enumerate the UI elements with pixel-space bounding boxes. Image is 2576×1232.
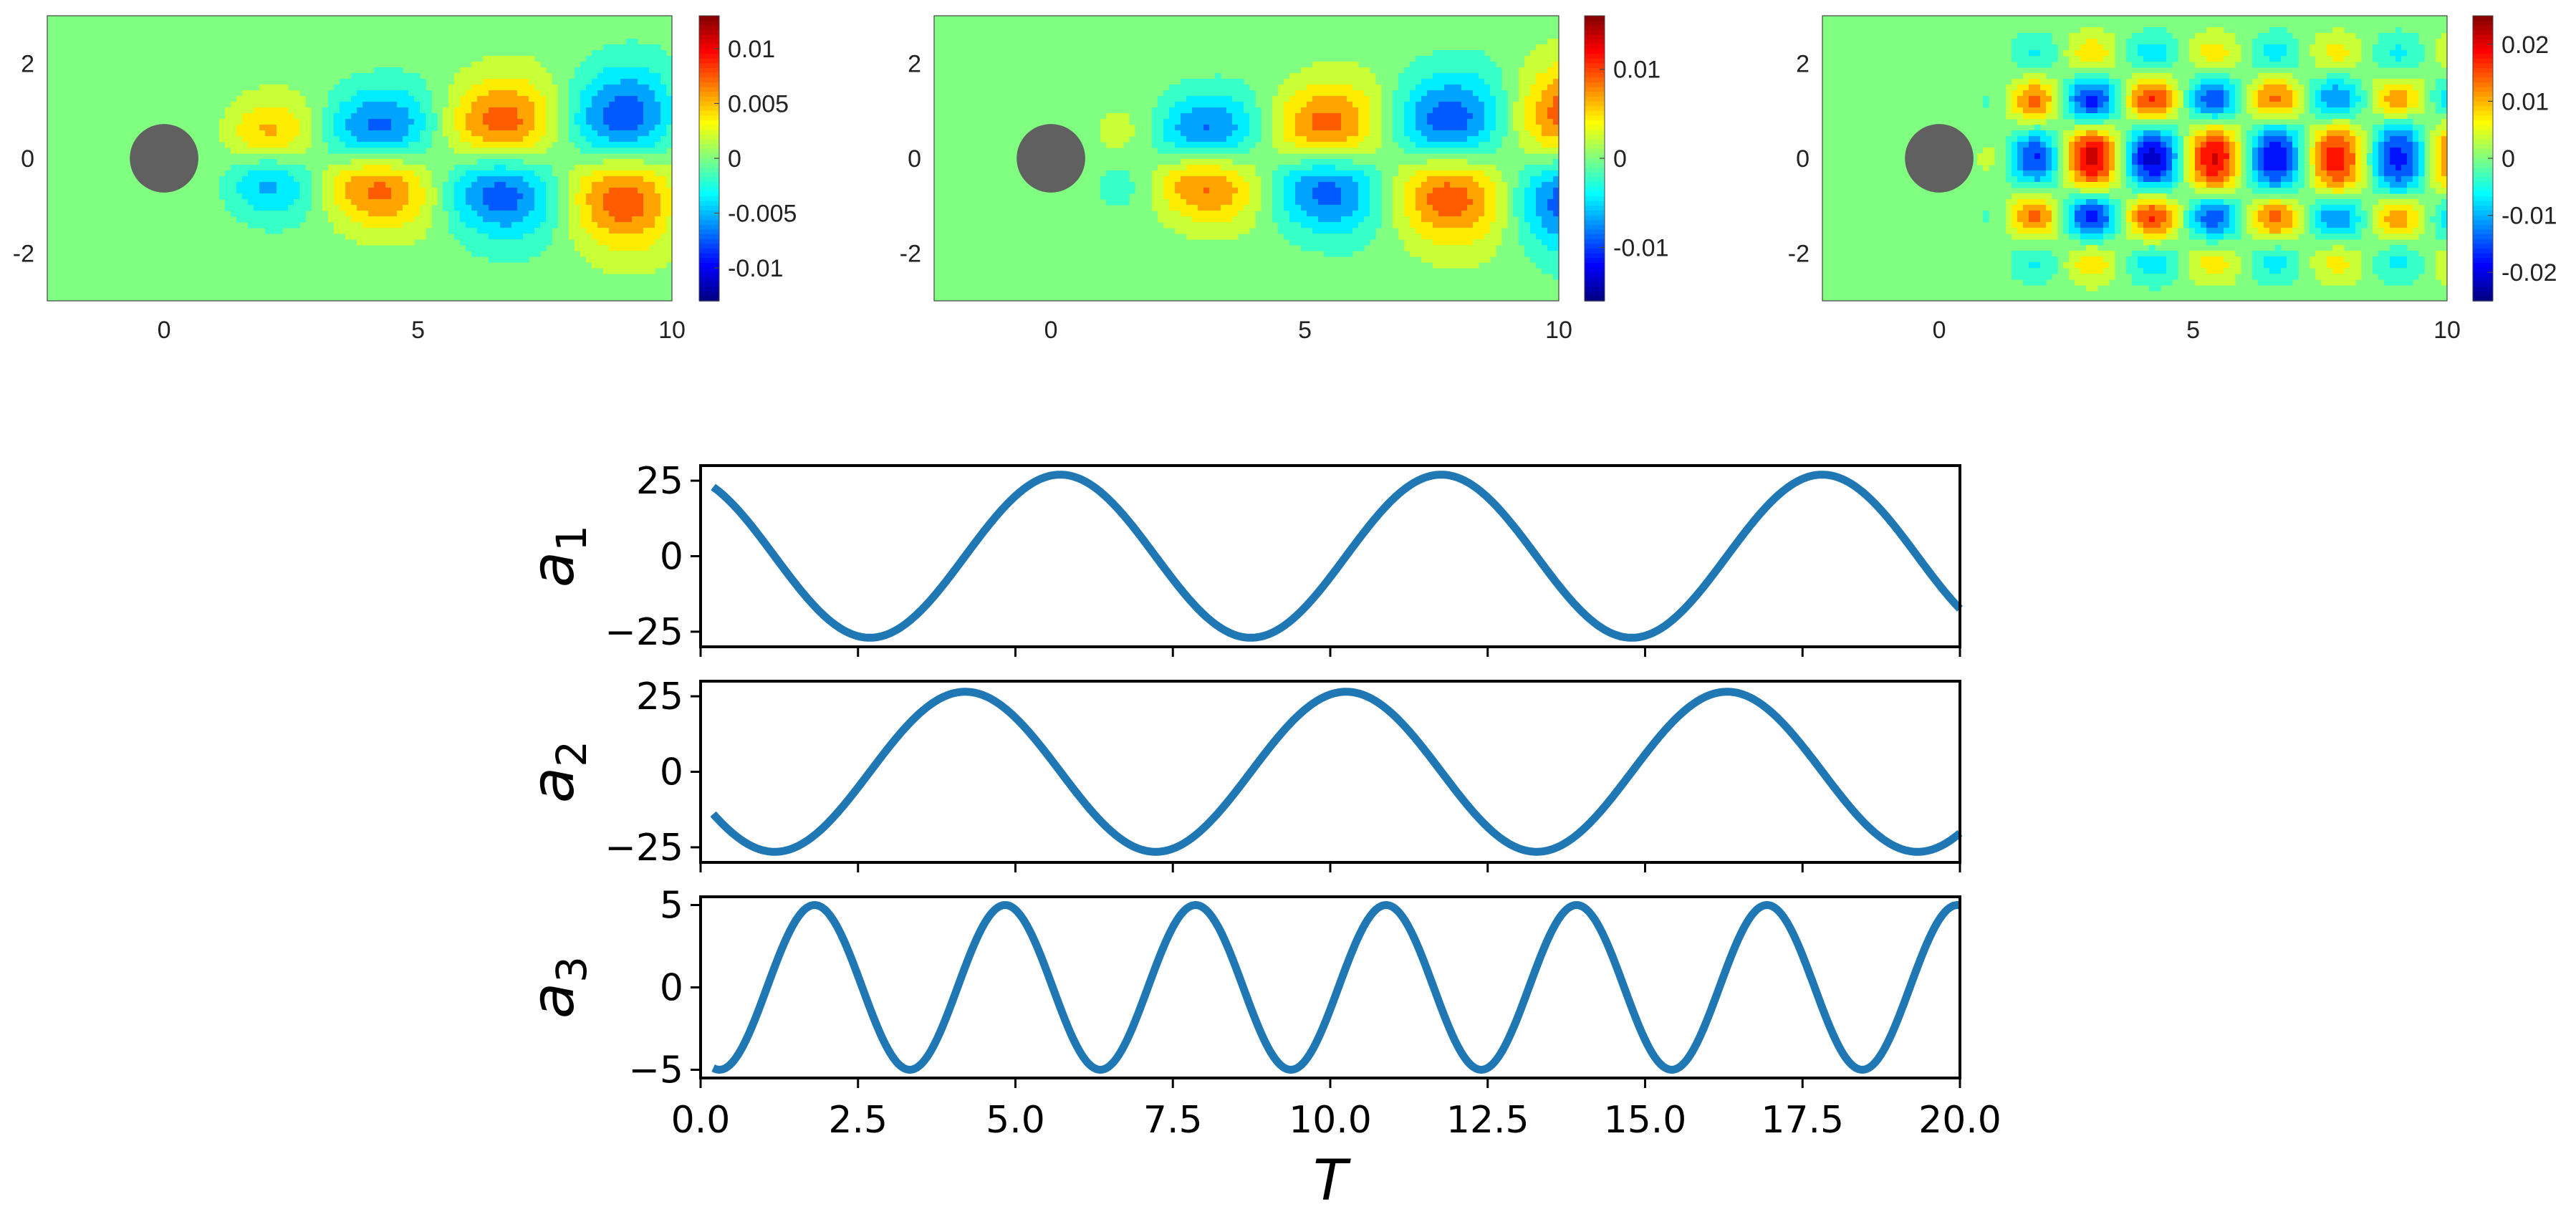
x-tick-label: 0 [1044,317,1058,344]
x-tick-label: 17.5 [1761,1099,1844,1142]
y-tick-label: 0 [1796,145,1810,173]
x-tick-label: 5.0 [986,1099,1045,1142]
x-axis-label: T [1313,1149,1351,1213]
x-tick-label: 20.0 [1918,1099,2001,1142]
x-tick-label: 5 [411,317,425,344]
colorbar-tick-label: 0.01 [2501,88,2549,115]
y-tick-label: 0 [21,145,34,173]
series-a2 [710,688,1963,856]
y-tick-label: 25 [636,675,683,718]
plot-frame [47,15,673,302]
coefficient-panel-3: 5 0 −5 0.0 2.5 5.0 7.5 10.0 12.5 15.0 17.5 20.0 Ta3 [519,885,2001,1214]
x-tick-label: 10 [1545,317,1572,344]
colorbar-tick-label: 0.01 [1613,57,1661,84]
series-a3 [711,901,1962,1074]
cylinder [130,124,198,193]
y-tick-label: 2 [908,50,921,77]
colorbar: 0.02 0.01 0 -0.01 -0.02 [2472,15,2557,302]
pod-mode-panel-3: 0 5 10 2 0 -2 0.02 0.01 0 -0.01 -0.02 [1788,15,2557,344]
y-axis-label: a2 [519,741,596,803]
colorbar-tick-label: -0.02 [2501,259,2557,287]
x-tick-label: 15.0 [1604,1099,1687,1142]
y-tick-label: 2 [1796,50,1810,77]
x-tick-label: 0.0 [671,1099,731,1142]
x-tick-label: 12.5 [1446,1099,1529,1142]
y-tick-label: 0 [908,145,921,173]
x-tick-label: 10 [658,317,686,344]
plot-frame [1822,15,2448,302]
field-cells [1977,27,2448,292]
colorbar-tick-label: -0.01 [2501,203,2557,230]
y-tick-label: 0 [660,751,683,794]
y-axis-label: a1 [519,525,596,587]
field-cells [219,39,673,274]
colorbar-tick-label: 0.01 [728,36,775,63]
y-tick-label: −25 [605,611,683,654]
plot-frame [933,15,1559,302]
colorbar-tick-label: 0 [728,145,741,173]
x-tick-label: 5 [1298,317,1312,344]
axes-frame [699,464,1961,648]
colorbar-tick-label: 0.02 [2501,32,2549,59]
colorbar-tick-label: -0.005 [728,201,797,228]
y-tick-label: -2 [900,241,921,268]
contour-panels: 0 5 10 2 0 -2 0.01 0.005 0 -0.005 -0.01 0 5 10 2 0 -2 0.0… [13,15,2557,344]
y-tick-label: 0 [660,967,683,1010]
x-tick-label: 2.5 [828,1099,888,1142]
x-tick-label: 10 [2433,317,2461,344]
x-tick-label: 7.5 [1143,1099,1203,1142]
colorbar-tick-label: 0.005 [728,90,789,117]
colorbar-tick-label: 0 [2501,145,2515,173]
y-tick-label: 0 [660,536,683,579]
field-cells [1100,39,1559,280]
colorbar-tick-label: 0 [1613,145,1627,173]
y-tick-label: -2 [1788,241,1810,268]
pod-mode-panel-1: 0 5 10 2 0 -2 0.01 0.005 0 -0.005 -0.01 [13,15,797,344]
y-axis-label: a3 [519,956,596,1019]
pod-mode-panel-2: 0 5 10 2 0 -2 0.01 0 -0.01 [900,15,1669,344]
x-tick-label: 0 [158,317,171,344]
cylinder [1017,124,1085,193]
x-tick-label: 5 [2186,317,2200,344]
y-tick-label: 2 [21,50,34,77]
y-tick-label: -2 [13,241,34,268]
y-tick-label: −25 [605,827,683,870]
colorbar-tick-label: -0.01 [728,255,784,282]
y-tick-label: 5 [660,885,683,928]
x-tick-label: 10.0 [1289,1099,1372,1142]
y-tick-label: −5 [628,1049,683,1092]
x-tick-label: 0 [1933,317,1946,344]
cylinder [1905,124,1974,193]
y-tick-label: 25 [636,460,683,503]
colorbar: 0.01 0.005 0 -0.005 -0.01 [698,15,797,302]
colorbar-tick-label: -0.01 [1613,234,1669,261]
colorbar: 0.01 0 -0.01 [1584,15,1669,302]
series-a1 [711,471,1963,642]
